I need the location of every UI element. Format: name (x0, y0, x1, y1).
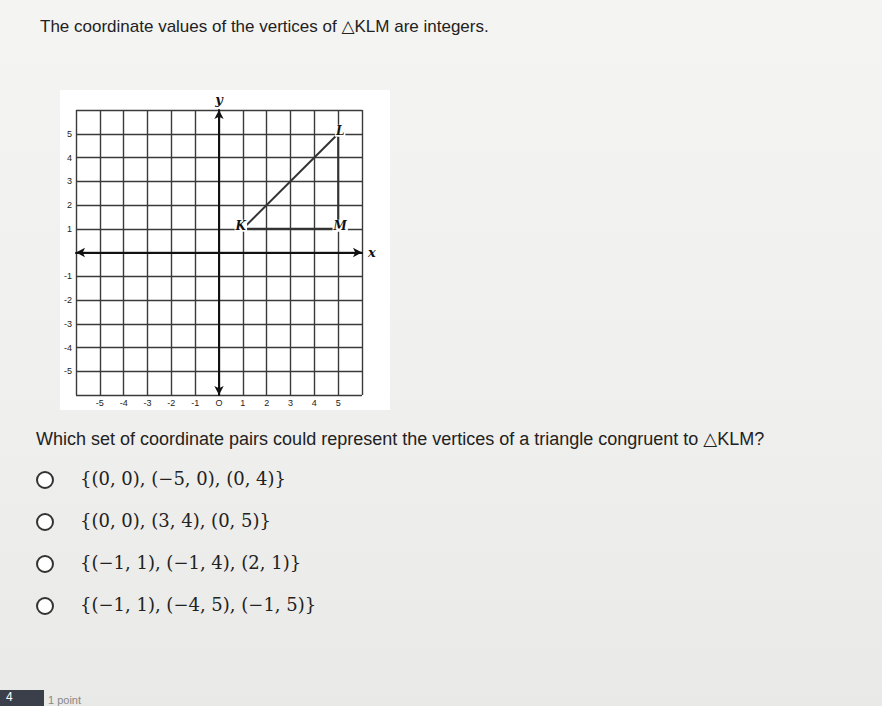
svg-text:y: y (214, 92, 224, 107)
svg-text:K: K (235, 219, 247, 233)
svg-text:M: M (333, 219, 348, 233)
svg-text:-4: -4 (120, 398, 128, 408)
html-text:{(0, 0), (3, 4), (0, 5)}: {(0, 0), (3, 4), (0, 5)} (80, 510, 271, 531)
svg-text:1: 1 (240, 398, 245, 408)
svg-text:1: 1 (67, 224, 72, 234)
svg-text:-5: -5 (96, 398, 104, 408)
html-text:Which set of coordinate pairs: Which set of coordinate pairs could repr… (36, 429, 765, 449)
svg-text:5: 5 (336, 398, 341, 408)
svg-text:-2: -2 (167, 398, 175, 408)
svg-text:-1: -1 (64, 271, 72, 281)
svg-text:-1: -1 (191, 398, 199, 408)
svg-text:x: x (367, 245, 376, 260)
html-text:The coordinate values of the v: The coordinate values of the vertices of… (40, 17, 489, 36)
svg-text:L: L (335, 124, 344, 138)
svg-text:4: 4 (67, 153, 72, 163)
html-text:1 point: 1 point (48, 694, 81, 706)
svg-text:3: 3 (67, 176, 72, 186)
html-text:{(−1, 1), (−1, 4), (2, 1)}: {(−1, 1), (−1, 4), (2, 1)} (80, 552, 302, 573)
svg-text:-5: -5 (64, 366, 72, 376)
svg-text:O: O (215, 398, 222, 408)
svg-text:-2: -2 (64, 295, 72, 305)
svg-text:3: 3 (288, 398, 293, 408)
html-text:{(0, 0), (−5, 0), (0, 4)}: {(0, 0), (−5, 0), (0, 4)} (80, 468, 287, 489)
html-text:4: 4 (6, 690, 13, 704)
svg-text:-3: -3 (64, 319, 72, 329)
svg-text:-4: -4 (64, 343, 72, 353)
html-text:{(−1, 1), (−4, 5), (−1, 5)}: {(−1, 1), (−4, 5), (−1, 5)} (80, 594, 317, 615)
svg-text:4: 4 (312, 398, 317, 408)
svg-text:-3: -3 (143, 398, 151, 408)
svg-text:2: 2 (67, 200, 72, 210)
svg-text:5: 5 (67, 129, 72, 139)
svg-text:2: 2 (264, 398, 269, 408)
